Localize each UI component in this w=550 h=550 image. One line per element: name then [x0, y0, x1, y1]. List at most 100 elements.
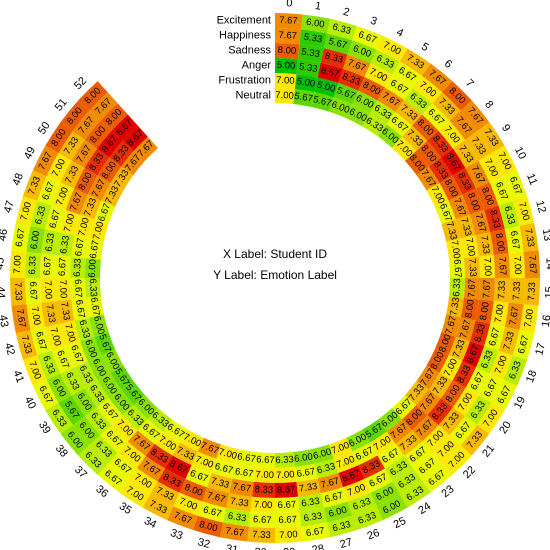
heatmap-cell: [297, 44, 324, 63]
column-tick-label: 39: [36, 419, 53, 436]
cell-value-label: 7.00: [57, 280, 69, 299]
heatmap-cell: [275, 13, 303, 30]
heatmap-cell: [211, 458, 236, 479]
column-tick-label: 34: [142, 515, 158, 531]
heatmap-cell: [80, 194, 102, 220]
heatmap-cell: [72, 416, 101, 446]
heatmap-cell: [89, 314, 109, 337]
heatmap-cell: [400, 48, 431, 76]
cell-value-label: 6.00: [29, 230, 43, 250]
column-tick-label: 5: [419, 41, 431, 54]
row-label: Sadness: [228, 45, 271, 57]
heatmap-cell: [71, 235, 90, 259]
heatmap-cell: [508, 251, 525, 278]
cell-value-label: 5.33: [303, 32, 323, 46]
heatmap-cell: [448, 336, 470, 362]
heatmap-cell: [110, 166, 134, 191]
heatmap-cell: [412, 114, 439, 141]
heatmap-cell: [404, 87, 433, 115]
heatmap-cell: [133, 136, 158, 161]
cell-value-label: 7.33: [448, 297, 462, 317]
heatmap-cell: [376, 35, 408, 62]
heatmap-cell: [296, 59, 321, 78]
heatmap-cell: [503, 170, 528, 201]
heatmap-cell: [440, 380, 466, 408]
heatmap-cell: [117, 441, 146, 469]
cell-value-label: 6.33: [27, 256, 39, 275]
heatmap-cell: [185, 465, 212, 488]
heatmap-cell: [346, 429, 370, 452]
cell-value-label: 8.33: [473, 323, 488, 344]
heatmap-cell: [489, 176, 513, 206]
heatmap-cell: [519, 304, 539, 334]
heatmap-cell: [441, 314, 461, 337]
heatmap-cell: [504, 302, 524, 330]
heatmap-cell: [452, 361, 476, 388]
heatmap-cell: [364, 468, 393, 493]
heatmap-cell: [97, 130, 123, 158]
heatmap-cell: [323, 501, 353, 523]
heatmap-cell: [434, 200, 456, 224]
heatmap-cell: [45, 323, 66, 351]
heatmap-cell: [490, 300, 509, 327]
cell-value-label: 6.67: [48, 209, 63, 230]
cell-value-label: 5.33: [301, 46, 321, 60]
cell-value-label: 7.67: [481, 280, 493, 299]
column-tick-label: 26: [366, 527, 382, 543]
cell-value-label: 8.33: [487, 209, 502, 230]
heatmap-cell: [197, 501, 227, 523]
heatmap-cell: [478, 153, 504, 183]
heatmap-cell: [32, 145, 59, 177]
cell-value-label: 8.00: [463, 299, 477, 319]
heatmap-cell: [338, 465, 365, 488]
heatmap-cell: [172, 442, 198, 466]
heatmap-cell: [154, 431, 180, 456]
heatmap-cell: [460, 424, 490, 456]
heatmap-cell: [26, 302, 46, 330]
cell-value-label: 7.00: [255, 469, 274, 481]
column-tick-label: 16: [540, 314, 550, 328]
heatmap-cell: [86, 296, 104, 318]
heatmap-cell: [385, 74, 414, 101]
heatmap-cell: [121, 380, 145, 406]
cell-value-label: 8.33: [254, 484, 273, 496]
column-tick-label: 35: [117, 500, 134, 517]
heatmap-cell: [65, 188, 88, 215]
heatmap-cell: [512, 329, 535, 360]
cell-value-label: 5.33: [298, 61, 318, 75]
heatmap-cell: [416, 365, 440, 390]
heatmap-cell: [70, 256, 87, 278]
heatmap-cell: [426, 183, 449, 207]
heatmap-cell: [191, 451, 217, 473]
cell-value-label: 6.67: [324, 490, 345, 505]
heatmap-cell: [395, 100, 423, 126]
heatmap-cell: [71, 139, 98, 168]
cell-value-label: 6.33: [72, 258, 84, 277]
heatmap-cell: [477, 403, 505, 434]
cell-value-label: 6.33: [275, 454, 294, 466]
heatmap-cell: [352, 90, 378, 114]
cell-value-label: 7.33: [12, 282, 24, 301]
y-label: Y Label: Emotion Label: [213, 268, 337, 282]
column-tick-label: 2: [342, 6, 351, 19]
heatmap-cell: [133, 395, 158, 420]
cell-value-label: 7.33: [229, 496, 249, 510]
column-tick-label: 18: [524, 369, 540, 385]
column-tick-label: 13: [540, 228, 550, 242]
heatmap-cell: [32, 379, 59, 411]
heatmap-cell: [333, 83, 359, 105]
heatmap-cell: [370, 100, 396, 125]
heatmap-cell: [78, 445, 108, 475]
cell-value-label: 7.00: [276, 469, 295, 481]
heatmap-cell: [219, 522, 249, 542]
heatmap-cell: [484, 205, 505, 233]
heatmap-cell: [37, 350, 61, 380]
column-tick-label: 19: [512, 395, 528, 411]
heatmap-cell: [370, 431, 396, 456]
heatmap-cell: [498, 200, 520, 230]
heatmap-cell: [10, 278, 27, 306]
heatmap-cell: [84, 407, 112, 436]
heatmap-cell: [299, 29, 327, 49]
cell-value-label: 7.00: [516, 201, 531, 222]
